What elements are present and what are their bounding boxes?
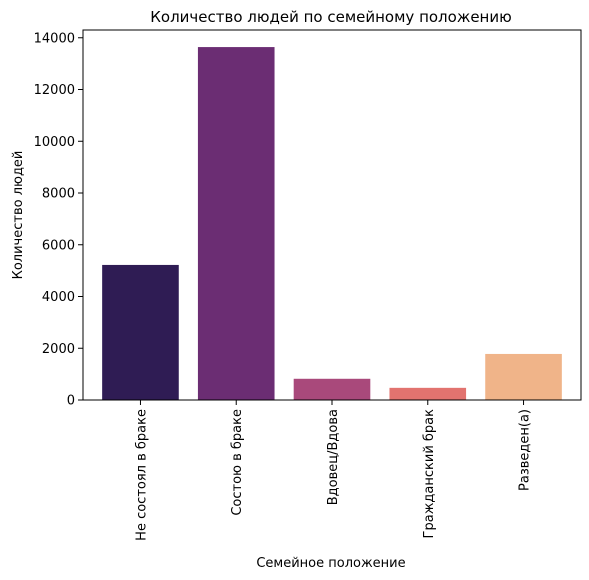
bar-5 xyxy=(485,353,562,400)
y-tick-label: 12000 xyxy=(34,83,75,98)
bar-2 xyxy=(197,47,275,400)
y-tick-label: 0 xyxy=(67,394,75,409)
x-tick-label: Вдовец/Вдова xyxy=(326,409,341,505)
y-axis-label: Количество людей xyxy=(11,151,26,280)
y-tick-label: 4000 xyxy=(42,290,75,305)
x-tick-label: Разведен(а) xyxy=(518,409,533,491)
bar-3 xyxy=(293,378,371,400)
x-axis-label: Семейное положение xyxy=(256,556,405,571)
x-tick-label: Состою в браке xyxy=(230,409,245,516)
chart-title: Количество людей по семейному положению xyxy=(150,8,512,26)
x-tick-label: Не состоял в браке xyxy=(134,409,149,541)
bar-1 xyxy=(102,264,179,400)
x-tick-label: Гражданский брак xyxy=(422,409,437,539)
y-tick-label: 2000 xyxy=(42,342,75,357)
y-tick-label: 8000 xyxy=(42,187,75,202)
y-tick-label: 6000 xyxy=(42,238,75,253)
y-tick-label: 10000 xyxy=(34,135,75,150)
y-tick-label: 14000 xyxy=(34,31,75,46)
bar-4 xyxy=(389,387,467,400)
